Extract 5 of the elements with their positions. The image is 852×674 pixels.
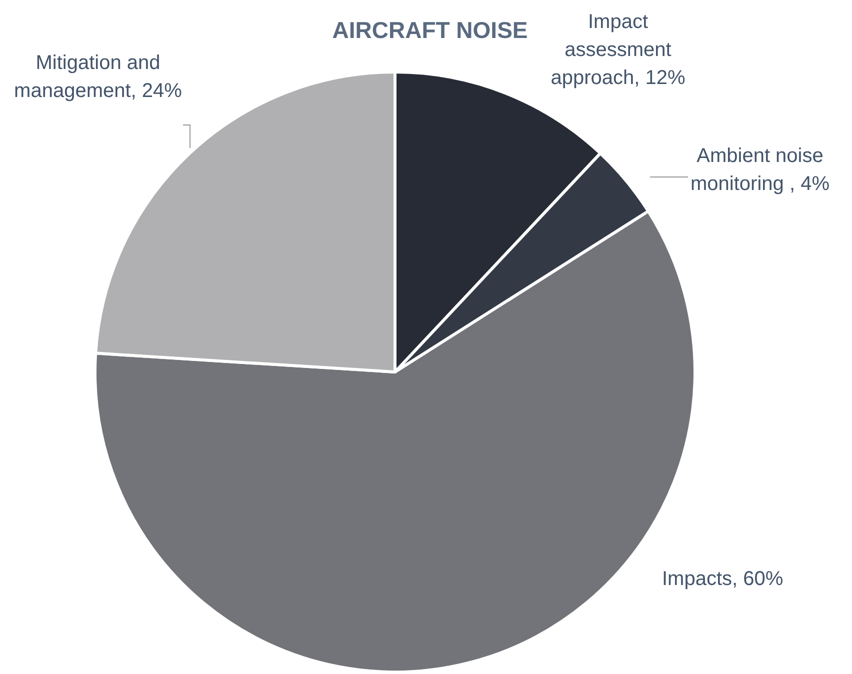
slice-label: Impact assessment approach, 12% xyxy=(550,11,686,89)
slice-label: Ambient noise monitoring , 4% xyxy=(690,145,830,195)
slice-label: Mitigation and management, 24% xyxy=(14,52,182,102)
chart-title: AIRCRAFT NOISE xyxy=(332,17,528,43)
slice-label: Impacts, 60% xyxy=(662,568,784,590)
